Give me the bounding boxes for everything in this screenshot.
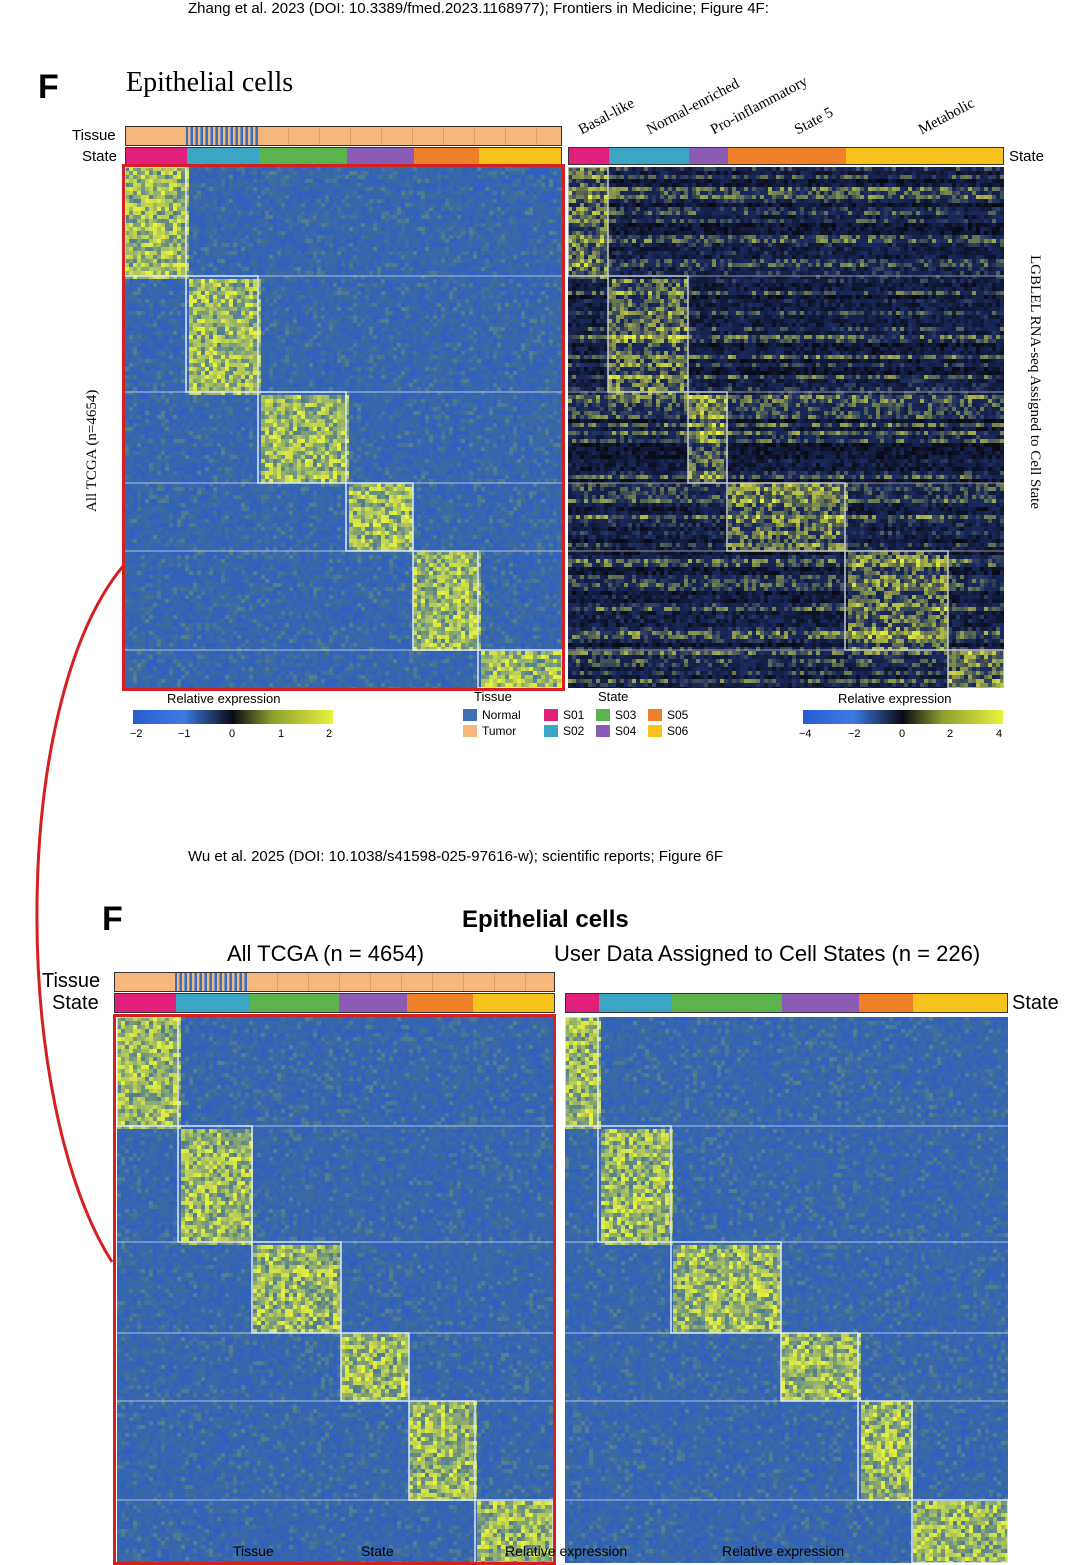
legend-title-left-top: Relative expression <box>167 691 280 706</box>
heatmap-bottom-left <box>117 1017 553 1563</box>
right-state-label-top: State <box>1009 148 1044 165</box>
state-bar-top-right <box>568 147 1004 165</box>
swatch-s06 <box>648 725 662 737</box>
legend-label-expr2-bottom: Relative expression <box>722 1543 844 1559</box>
tissue-key-tumor: Tumor <box>463 723 521 739</box>
tick-left-2: 0 <box>229 728 235 740</box>
legend-label-tissue-bottom: Tissue <box>233 1543 274 1559</box>
swatch-s05 <box>648 709 662 721</box>
swatch-s04 <box>596 725 610 737</box>
colorbar-right-top <box>803 710 1003 724</box>
panel-title-top: Epithelial cells <box>126 67 293 99</box>
state-key-s05: S05 <box>648 707 700 723</box>
state-bar-top-left <box>125 147 562 165</box>
tick-right-2: 0 <box>899 728 905 740</box>
tissue-label-top: Tissue <box>72 127 116 144</box>
tick-left-4: 2 <box>326 728 332 740</box>
state-legend-title-top: State <box>598 689 628 704</box>
tick-right-3: 2 <box>947 728 953 740</box>
swatch-tumor <box>463 725 477 737</box>
legend-label-state-bottom: State <box>361 1543 394 1559</box>
panel-title-bottom: Epithelial cells <box>462 906 629 934</box>
bottom-caption: Wu et al. 2025 (DOI: 10.1038/s41598-025-… <box>188 848 723 865</box>
tissue-key-normal: Normal <box>463 707 521 723</box>
state-label-top: State <box>82 148 117 165</box>
state-bar-bottom-right <box>565 993 1008 1013</box>
tick-left-1: −1 <box>178 728 191 740</box>
colorbar-left-top <box>133 710 333 724</box>
legend-label-expr1-bottom: Relative expression <box>505 1543 627 1559</box>
tick-right-0: −4 <box>799 728 812 740</box>
tissue-legend-title-top: Tissue <box>474 689 512 704</box>
tick-right-1: −2 <box>848 728 861 740</box>
swatch-normal <box>463 709 477 721</box>
legend-title-right-top: Relative expression <box>838 691 951 706</box>
tick-left-3: 1 <box>278 728 284 740</box>
highlight-box-top <box>122 164 565 691</box>
swatch-s01 <box>544 709 558 721</box>
tissue-label-bottom: Tissue <box>42 970 100 993</box>
heatmap-top-left <box>125 167 562 688</box>
tissue-bar-bottom <box>114 972 555 992</box>
right-state-label-bottom: State <box>1012 992 1059 1015</box>
state-legend-top: S01 S03 S05 S02 S04 S06 <box>544 707 700 739</box>
tissue-bar-top <box>125 126 562 146</box>
left-subtitle-bottom: All TCGA (n = 4654) <box>227 941 424 967</box>
tick-left-0: −2 <box>130 728 143 740</box>
right-subtitle-bottom: User Data Assigned to Cell States (n = 2… <box>554 941 980 967</box>
highlight-box-bottom <box>113 1014 556 1565</box>
state-bar-bottom-left <box>114 993 555 1013</box>
heatmap-bottom-right <box>565 1017 1008 1563</box>
state-key-s06: S06 <box>648 723 700 739</box>
swatch-s03 <box>596 709 610 721</box>
panel-letter-top: F <box>38 68 59 107</box>
state-label-bottom: State <box>52 992 99 1015</box>
state-key-s02: S02 <box>544 723 596 739</box>
tick-right-4: 4 <box>996 728 1002 740</box>
swatch-s02 <box>544 725 558 737</box>
tissue-legend-top: Normal Tumor <box>463 707 521 739</box>
state-key-s04: S04 <box>596 723 648 739</box>
panel-letter-bottom: F <box>102 900 123 939</box>
state-key-s03: S03 <box>596 707 648 723</box>
heatmap-top-right <box>568 167 1004 688</box>
top-caption: Zhang et al. 2023 (DOI: 10.3389/fmed.202… <box>188 0 769 17</box>
state-key-s01: S01 <box>544 707 596 723</box>
